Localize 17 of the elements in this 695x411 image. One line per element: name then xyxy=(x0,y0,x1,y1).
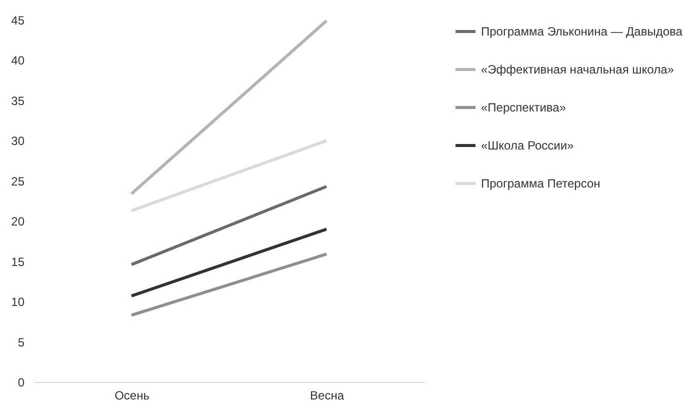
legend-label: «Перспектива» xyxy=(481,100,566,114)
legend-label: «Школа России» xyxy=(481,138,574,152)
y-tick-label: 40 xyxy=(11,54,25,68)
x-tick-label: Осень xyxy=(114,388,150,402)
y-tick-label: 35 xyxy=(11,94,25,108)
y-tick-label: 0 xyxy=(18,376,25,390)
y-tick-label: 15 xyxy=(11,254,25,269)
y-tick-label: 45 xyxy=(11,14,25,28)
y-tick-label: 5 xyxy=(18,335,25,350)
legend-label: Программа Петерсон xyxy=(481,176,600,190)
legend-label: Программа Эльконина — Давыдова xyxy=(481,24,683,38)
y-tick-label: 20 xyxy=(11,214,25,229)
y-tick-label: 25 xyxy=(11,174,25,188)
y-tick-label: 10 xyxy=(11,295,25,310)
y-tick-label: 30 xyxy=(11,134,25,148)
x-tick-label: Весна xyxy=(310,388,344,402)
legend-label: «Эффективная начальная школа» xyxy=(481,62,674,76)
